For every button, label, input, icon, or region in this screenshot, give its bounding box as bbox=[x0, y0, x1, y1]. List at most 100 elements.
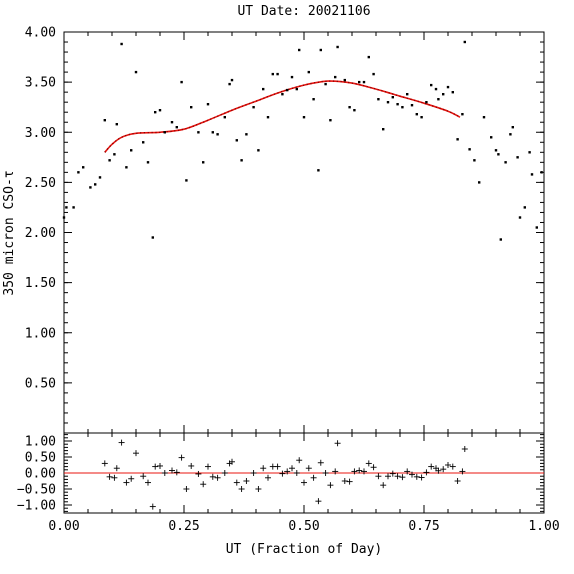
data-point bbox=[197, 131, 200, 134]
data-point bbox=[494, 149, 498, 152]
residual-marker bbox=[454, 478, 461, 484]
data-point bbox=[425, 101, 428, 104]
top-y-tick-label: 3.00 bbox=[25, 126, 56, 141]
x-tick-label: 0.50 bbox=[288, 519, 319, 534]
data-point bbox=[216, 133, 219, 136]
residual-marker bbox=[370, 464, 377, 471]
residual-marker bbox=[214, 474, 221, 481]
data-point bbox=[358, 80, 361, 84]
data-point bbox=[307, 70, 310, 74]
data-point bbox=[211, 131, 214, 134]
top-x-ticks bbox=[63, 32, 545, 433]
top-y-tick-label: 1.50 bbox=[25, 276, 56, 291]
data-point bbox=[77, 171, 80, 174]
data-point bbox=[516, 156, 519, 159]
residual-marker bbox=[284, 468, 291, 475]
data-point bbox=[420, 116, 423, 119]
data-point bbox=[228, 82, 231, 86]
residual-marker bbox=[327, 482, 334, 489]
residual-marker bbox=[113, 465, 120, 472]
residual-marker bbox=[140, 473, 147, 480]
data-point bbox=[343, 78, 346, 82]
data-point bbox=[202, 161, 205, 164]
residual-marker bbox=[128, 475, 135, 482]
data-point bbox=[406, 93, 409, 96]
data-point bbox=[401, 106, 404, 109]
data-point bbox=[482, 116, 486, 119]
data-point bbox=[456, 138, 459, 141]
data-point bbox=[163, 131, 166, 134]
residual-marker bbox=[157, 462, 163, 469]
data-point bbox=[290, 75, 294, 79]
residual-marker bbox=[322, 470, 329, 476]
top-y-tick-label: 1.00 bbox=[25, 326, 56, 341]
residual-marker bbox=[101, 460, 108, 467]
residual-marker bbox=[265, 474, 271, 481]
data-point bbox=[252, 106, 255, 109]
data-point bbox=[362, 80, 366, 84]
data-point bbox=[367, 55, 370, 59]
residual-marker bbox=[238, 486, 245, 492]
data-points bbox=[62, 40, 543, 241]
data-point bbox=[478, 181, 481, 184]
residual-marker bbox=[301, 479, 307, 486]
data-point bbox=[451, 91, 454, 94]
residual-marker bbox=[380, 482, 387, 489]
residual-marker bbox=[111, 474, 118, 481]
data-point bbox=[257, 149, 260, 152]
data-point bbox=[509, 133, 512, 136]
residual-marker bbox=[178, 454, 185, 461]
residual-marker bbox=[123, 479, 130, 486]
data-point bbox=[430, 83, 433, 87]
data-point bbox=[245, 133, 248, 136]
data-point bbox=[230, 78, 234, 82]
bottom-y-tick-label: −1.00 bbox=[17, 499, 56, 514]
data-point bbox=[437, 98, 440, 101]
data-point bbox=[115, 123, 118, 126]
data-point bbox=[235, 139, 238, 142]
data-point bbox=[499, 238, 502, 241]
data-point bbox=[336, 45, 339, 49]
residual-marker bbox=[440, 466, 447, 473]
top-y-tick-label: 4.00 bbox=[25, 26, 56, 41]
data-point bbox=[142, 141, 145, 144]
bottom-y-axis: −1.00−0.500.000.501.00 bbox=[17, 434, 544, 514]
data-point bbox=[125, 166, 128, 169]
data-point bbox=[319, 48, 322, 52]
data-point bbox=[386, 101, 390, 104]
residual-marker bbox=[152, 463, 159, 470]
residual-marker bbox=[106, 473, 113, 480]
residual-marker bbox=[334, 440, 341, 447]
residual-marker bbox=[310, 474, 317, 481]
residual-marker bbox=[461, 446, 468, 452]
residual-marker bbox=[133, 450, 139, 457]
residual-marker bbox=[149, 503, 156, 510]
data-point bbox=[329, 119, 332, 122]
residual-marker bbox=[315, 498, 322, 505]
residual-marker bbox=[435, 467, 442, 474]
data-point bbox=[266, 116, 270, 119]
data-point bbox=[295, 87, 298, 91]
residual-marker bbox=[233, 479, 240, 486]
x-tick-label: 0.25 bbox=[168, 519, 199, 534]
data-point bbox=[434, 87, 438, 91]
residual-marker bbox=[332, 468, 339, 475]
residual-marker bbox=[293, 470, 300, 476]
data-point bbox=[151, 236, 154, 239]
data-point bbox=[62, 216, 66, 219]
data-point bbox=[348, 106, 351, 109]
data-point bbox=[276, 72, 279, 76]
data-point bbox=[490, 136, 493, 139]
residual-marker bbox=[365, 460, 372, 467]
chart-title: UT Date: 20021106 bbox=[237, 4, 370, 19]
data-point bbox=[334, 75, 337, 79]
data-point bbox=[134, 70, 138, 74]
residual-marker bbox=[195, 470, 202, 477]
top-y-tick-label: 3.50 bbox=[25, 76, 56, 91]
residual-marker bbox=[449, 463, 456, 470]
data-point bbox=[89, 186, 92, 189]
fit-curve bbox=[104, 80, 461, 153]
residual-marker bbox=[183, 486, 190, 492]
data-point bbox=[103, 119, 106, 122]
data-point bbox=[113, 153, 116, 156]
